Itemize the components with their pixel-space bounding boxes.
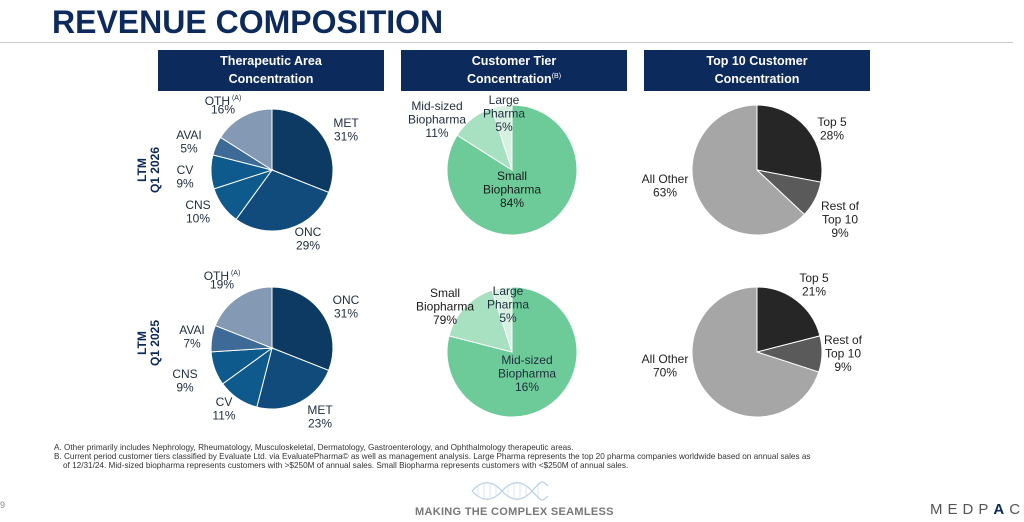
pie-label-rest-of-top-10: Rest of Top 10 9%: [821, 199, 860, 240]
pie-slice-large-pharma: [491, 104, 513, 171]
pie-slice-mid-sized-biopharma: [448, 289, 513, 353]
pie-label-rest-of-top-10: Rest of Top 10 9%: [824, 333, 863, 374]
page-title: REVENUE COMPOSITION: [52, 4, 444, 40]
pie-label-onc: ONC 31%: [333, 293, 360, 321]
column-header-line2: Concentration: [714, 72, 800, 87]
pie-slice-met: [256, 347, 330, 410]
footnotes: A. Other primarily includes Nephrology, …: [54, 443, 954, 471]
pie-label-oth: OTH (A) 16%: [205, 94, 242, 117]
pie-slice-all-other: [691, 286, 820, 418]
pie-label-avai: AVAI 7%: [179, 323, 205, 351]
column-header-line1: Customer Tier: [471, 53, 557, 68]
pie-label-all-other: All Other 63%: [642, 172, 689, 200]
pie-label-met: MET 23%: [307, 403, 333, 431]
pie-label-small-biopharma: Small Biopharma 84%: [483, 169, 541, 210]
column-header-customer-tier: Customer Tier Concentration(B): [401, 50, 627, 91]
medpace-logo: MEDPACE: [930, 501, 1024, 518]
pie-slice-onc: [235, 169, 330, 232]
column-header-line1: Therapeutic Area: [220, 53, 322, 68]
pie-label-mid-sized-biopharma: Mid-sized Biopharma 16%: [498, 353, 556, 394]
pie-label-avai: AVAI 5%: [176, 128, 202, 156]
pie-slice-top-5: [756, 286, 821, 353]
pie-slice-oth: [219, 108, 273, 171]
pie-label-large-pharma: Large Pharma 5%: [487, 284, 529, 325]
pie-label-met: MET 31%: [333, 116, 359, 144]
pie-slice-oth: [214, 286, 273, 349]
pie-label-cv: CV 11%: [212, 395, 235, 423]
pie-label-mid-sized-biopharma: Mid-sized Biopharma 11%: [408, 99, 466, 140]
pie-label-all-other: All Other 70%: [642, 352, 689, 380]
pie-label-cv: CV 9%: [176, 163, 194, 191]
pie-label-small-biopharma: Small Biopharma 79%: [416, 286, 474, 327]
pie-label-large-pharma: Large Pharma 5%: [483, 93, 525, 134]
pie-label-top-5: Top 5 28%: [817, 115, 847, 143]
pie-label-onc: ONC 29%: [295, 225, 322, 253]
footnote-b: B. Current period customer tiers classif…: [54, 452, 811, 462]
pie-slice-onc: [271, 286, 334, 372]
column-header-therapeutic: Therapeutic Area Concentration: [158, 50, 384, 91]
pie-slice-top-5: [756, 104, 823, 183]
pie-label-top-5: Top 5 21%: [799, 271, 829, 299]
column-header-line2: Concentration: [228, 72, 314, 87]
column-header-top10: Top 10 Customer Concentration: [644, 50, 870, 91]
footnote-a: A. Other primarily includes Nephrology, …: [54, 443, 574, 452]
pie-slice-large-pharma: [491, 286, 513, 353]
column-header-line2: Concentration: [466, 72, 552, 87]
dna-helix-icon: [471, 481, 549, 501]
pie-label-oth: OTH (A) 19%: [204, 269, 241, 292]
column-header-sup: (B): [551, 72, 562, 80]
title-divider-end: [1005, 42, 1013, 43]
footnote-b-cont: of 12/31/24. Mid-sized biopharma represe…: [63, 461, 629, 471]
page-number: 9: [0, 500, 6, 510]
pie-label-cns: CNS 9%: [172, 367, 197, 395]
footer-tagline: MAKING THE COMPLEX SEAMLESS: [415, 506, 614, 518]
pie-label-cns: CNS 10%: [185, 198, 210, 226]
pie-slice-all-other: [691, 104, 806, 236]
title-divider: [0, 42, 1005, 43]
column-header-line1: Top 10 Customer: [706, 53, 808, 68]
pie-slice-met: [271, 108, 334, 194]
